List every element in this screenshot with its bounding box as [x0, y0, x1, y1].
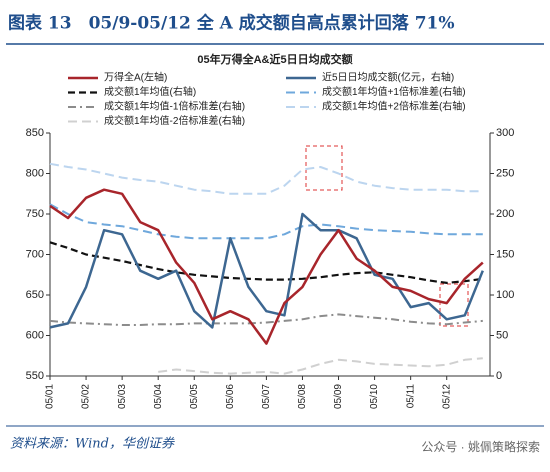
x-tick-label: 05/01 [45, 384, 56, 409]
x-tick-label: 05/08 [297, 384, 308, 409]
x-tick-label: 05/11 [405, 384, 416, 409]
series-line [49, 313, 483, 326]
y2-tick-label: 0 [496, 370, 502, 382]
header: 图表 13 05/9-05/12 全 A 成交额自高点累计回落 71% [8, 13, 455, 34]
series-line [49, 188, 484, 345]
chart-title: 05年万得全A&近5日日均成交额 [197, 52, 352, 66]
legend-label: 近5日日均成交额(亿元，右轴) [322, 71, 454, 84]
x-tick-label: 05/12 [441, 384, 452, 409]
y-tick-label: 650 [26, 289, 44, 301]
series-line [49, 241, 483, 284]
x-tick-label: 05/09 [333, 384, 344, 409]
legend-label: 成交额1年均值-2倍标准差(右轴) [104, 114, 245, 127]
y2-tick-label: 300 [496, 127, 514, 139]
y2-tick-label: 200 [496, 208, 514, 220]
watermark: 公众号 · 姚佩策略探索 [421, 439, 540, 454]
y-tick-label: 750 [26, 208, 44, 220]
highlight-box [439, 283, 469, 327]
y-tick-label: 600 [26, 329, 44, 341]
highlight-box [305, 145, 343, 191]
y2-tick-label: 250 [496, 167, 514, 179]
x-tick-label: 05/06 [225, 384, 236, 409]
y2-tick-label: 100 [496, 289, 514, 301]
legend-label: 成交额1年均值(右轴) [104, 85, 196, 98]
series-line [49, 212, 484, 329]
x-tick-label: 05/10 [369, 384, 380, 409]
x-tick-label: 05/02 [81, 384, 92, 409]
y-tick-label: 550 [26, 370, 44, 382]
legend-label: 成交额1年均值+1倍标准差(右轴) [322, 85, 466, 98]
y2-tick-label: 50 [496, 329, 508, 341]
y2-tick-label: 150 [496, 248, 514, 260]
legend-label: 成交额1年均值+2倍标准差(右轴) [322, 100, 466, 113]
series-line [158, 357, 483, 375]
source: 资料来源：Wind，华创证券 [10, 437, 175, 452]
series-line [49, 203, 483, 240]
series-line [49, 162, 483, 195]
x-tick-label: 05/03 [117, 384, 128, 409]
x-tick-label: 05/05 [189, 384, 200, 409]
y-tick-label: 800 [26, 167, 44, 179]
legend-label: 成交额1年均值-1倍标准差(右轴) [104, 100, 245, 113]
x-tick-label: 05/04 [153, 384, 164, 409]
legend-label: 万得全A(左轴) [104, 71, 167, 84]
x-tick-label: 05/07 [261, 384, 272, 409]
y-tick-label: 850 [26, 127, 44, 139]
y-tick-label: 700 [26, 248, 44, 260]
